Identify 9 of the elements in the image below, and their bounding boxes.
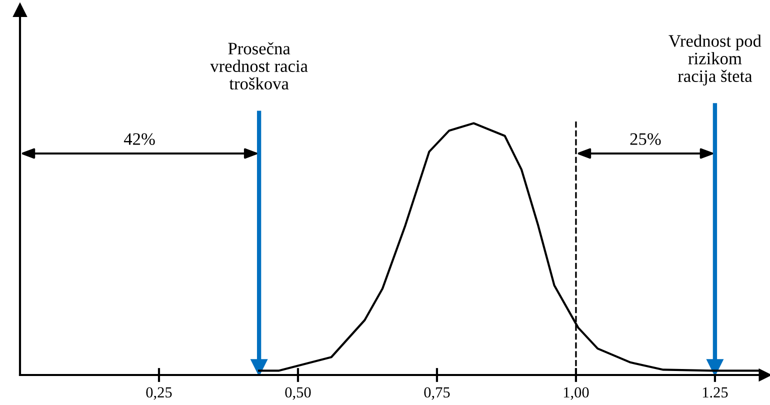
annotation: 42% <box>124 133 155 145</box>
x-tick-label: 0,25 <box>146 387 172 400</box>
ref-line-label: Vrednost pod rizikom racija šteta <box>668 34 762 86</box>
x-tick-label: 1,00 <box>564 387 589 400</box>
annotation: 25% <box>630 133 661 145</box>
x-tick-label: 1.25 <box>702 387 728 398</box>
x-tick-label: 0,50 <box>285 387 311 400</box>
x-tick-label: 0,75 <box>424 387 450 400</box>
ref-line-label: Prosečna vrednost racia troškova <box>210 42 308 90</box>
